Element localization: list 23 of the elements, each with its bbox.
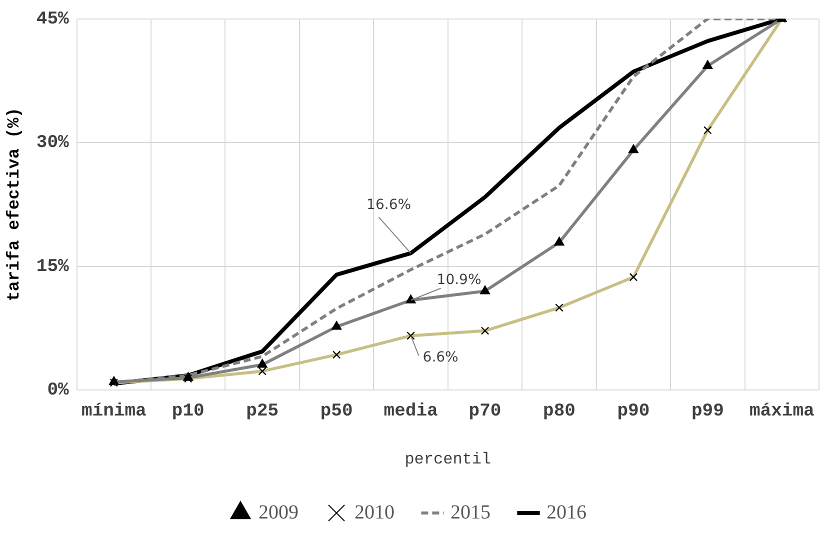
x-tick-label: p70 [468,402,502,422]
annotation: 16.6% [366,196,412,213]
y-tick-label: 45% [36,9,70,30]
x-tick-label: p10 [172,402,204,422]
legend-label: 2010 [354,501,394,524]
legend-label: 2009 [258,501,298,524]
annotation: 10.9% [436,272,482,288]
y-tick-label: 0% [47,380,69,401]
x-tick-label: máxima [749,402,814,422]
y-tick-label: 30% [36,133,70,154]
y-axis-title: tarifa efectiva (%) [5,108,24,302]
x-tick-label: p50 [320,402,353,422]
x-tick-label: p25 [246,402,279,422]
annotation: 6.6% [422,349,458,366]
y-tick-label: 15% [36,256,70,277]
x-tick-label: media [384,402,438,422]
legend-label: 2016 [546,501,586,524]
x-tick-label: mínima [82,402,147,422]
x-axis-title: percentil [404,450,492,469]
x-tick-label: p80 [543,402,576,422]
x-tick-label: p90 [617,402,650,422]
legend-label: 2015 [450,501,490,524]
x-tick-label: p99 [691,402,724,422]
